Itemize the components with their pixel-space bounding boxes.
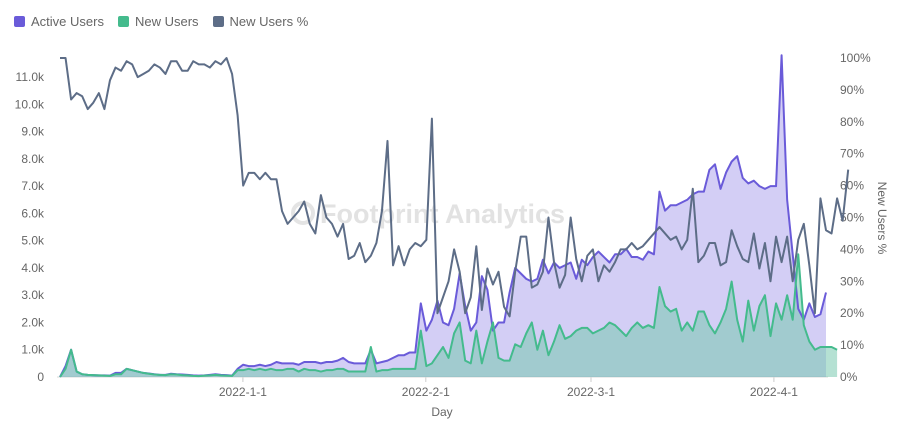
- line-group: [59, 54, 850, 378]
- y-right-tick-label: 20%: [840, 306, 864, 320]
- legend-item-new-users-pct[interactable]: New Users %: [212, 14, 309, 29]
- x-axis-title: Day: [431, 405, 452, 419]
- x-tick-label: 2022-4-1: [750, 385, 798, 399]
- legend-label-new-users: New Users: [134, 14, 199, 29]
- y-right-axis: 0% 10% 20% 30% 40% 50% 60% 70% 80% 90% 100%: [840, 51, 871, 384]
- x-tick-label: 2022-3-1: [567, 385, 615, 399]
- area-group: [60, 55, 838, 378]
- y-left-tick-label: 6.0k: [21, 206, 45, 220]
- area-new-users: [60, 254, 838, 377]
- y-left-tick-label: 8.0k: [21, 152, 45, 166]
- series-line-new-users[interactable]: [59, 253, 838, 378]
- y-right-tick-label: 100%: [840, 51, 871, 65]
- y-left-tick-label: 3.0k: [21, 288, 45, 302]
- y-left-tick-label: 10.0k: [15, 97, 45, 111]
- y-left-tick-label: 9.0k: [21, 125, 45, 139]
- y-right-tick-label: 10%: [840, 338, 864, 352]
- legend-item-active-users[interactable]: Active Users: [14, 14, 104, 29]
- series-line-new-users-pct[interactable]: [60, 57, 850, 318]
- legend-label-active-users: Active Users: [31, 14, 104, 29]
- y-right-tick-label: 60%: [840, 179, 864, 193]
- legend: Active Users New Users New Users %: [14, 14, 308, 29]
- y-right-tick-label: 0%: [840, 370, 858, 384]
- y-left-tick-label: 2.0k: [21, 315, 45, 329]
- y-left-tick-label: 7.0k: [21, 179, 45, 193]
- legend-swatch-new-users-pct: [212, 16, 224, 27]
- y-left-tick-label: 11.0k: [16, 70, 45, 84]
- x-axis: 2022-1-1 2022-2-1 2022-3-1 2022-4-1: [219, 377, 798, 399]
- y-left-tick-label: 5.0k: [21, 234, 45, 248]
- y-left-tick-label: 0: [37, 370, 44, 384]
- y-right-axis-title: New Users %: [875, 182, 889, 255]
- y-right-tick-label: 50%: [840, 211, 864, 225]
- x-tick-label: 2022-2-1: [402, 385, 450, 399]
- watermark-text: Footprint Analytics: [320, 199, 565, 229]
- y-right-tick-label: 90%: [840, 83, 864, 97]
- watermark: Footprint Analytics: [291, 199, 565, 229]
- y-left-axis: 0 1.0k 2.0k 3.0k 4.0k 5.0k 6.0k 7.0k 8.0k 9.0k 10.…: [15, 70, 45, 384]
- y-right-tick-label: 30%: [840, 274, 864, 288]
- legend-swatch-new-users: [117, 16, 129, 27]
- y-right-tick-label: 70%: [840, 147, 864, 161]
- legend-swatch-active-users: [14, 16, 25, 27]
- x-tick-label: 2022-1-1: [219, 385, 267, 399]
- y-left-tick-label: 1.0k: [21, 343, 45, 357]
- legend-item-new-users[interactable]: New Users: [117, 14, 199, 29]
- y-left-tick-label: 4.0k: [21, 261, 45, 275]
- y-right-tick-label: 40%: [840, 242, 864, 256]
- area-active-users: [60, 55, 826, 378]
- y-right-tick-label: 80%: [840, 115, 864, 129]
- legend-label-new-users-pct: New Users %: [229, 14, 309, 29]
